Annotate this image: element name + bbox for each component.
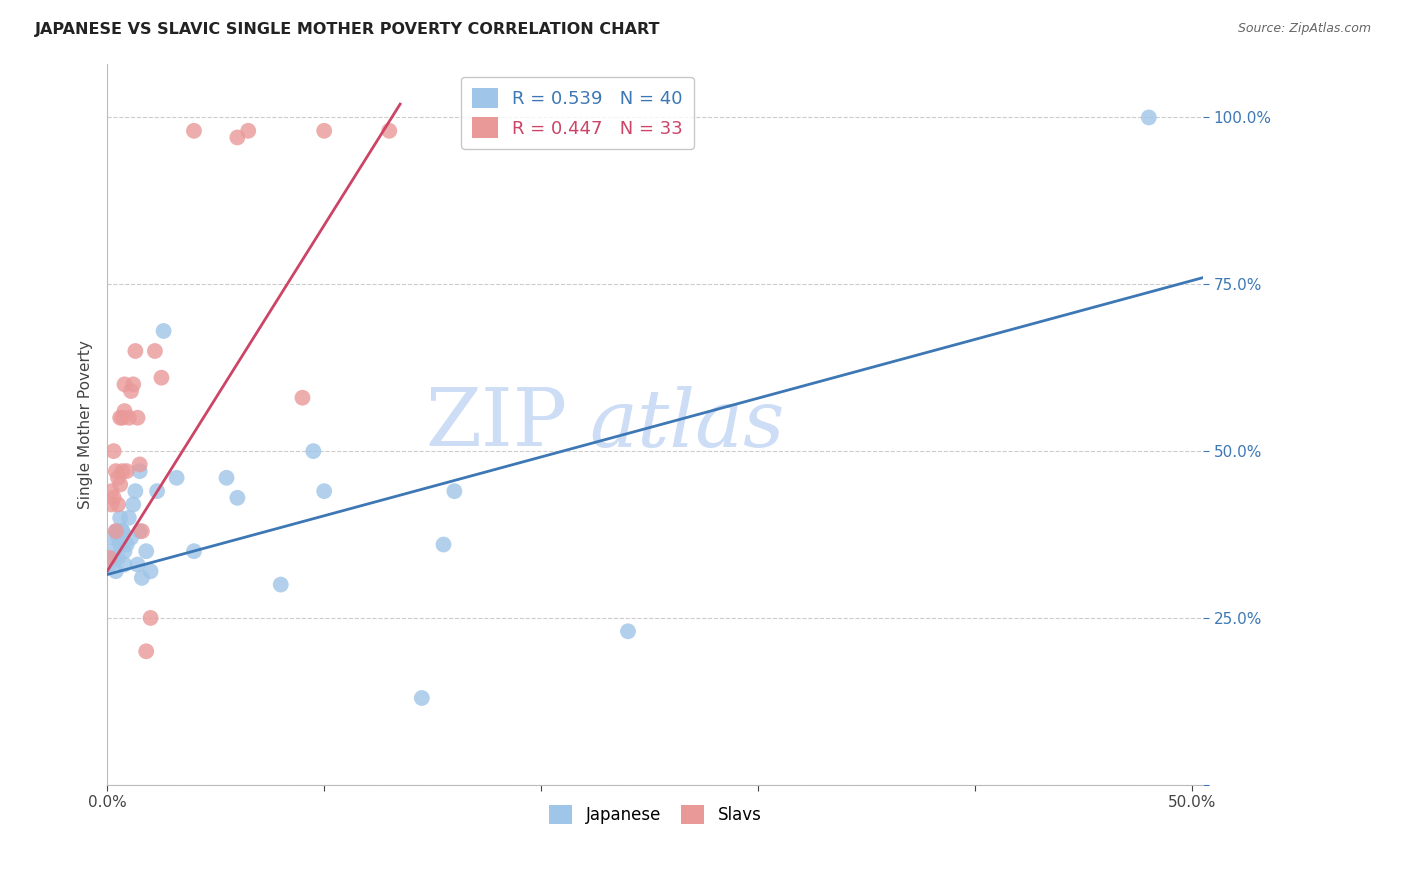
Point — [107, 498, 129, 512]
Point — [103, 444, 125, 458]
Point — [103, 531, 125, 545]
Point — [617, 624, 640, 639]
Text: JAPANESE VS SLAVIC SINGLE MOTHER POVERTY CORRELATION CHART: JAPANESE VS SLAVIC SINGLE MOTHER POVERTY… — [35, 22, 661, 37]
Point — [432, 537, 454, 551]
Point — [128, 458, 150, 472]
Point — [108, 537, 131, 551]
Point — [124, 344, 146, 359]
Point — [114, 404, 136, 418]
Point — [107, 531, 129, 545]
Point — [122, 377, 145, 392]
Point — [120, 531, 142, 545]
Point — [114, 544, 136, 558]
Point — [124, 484, 146, 499]
Point — [291, 391, 314, 405]
Point — [100, 544, 122, 558]
Point — [103, 491, 125, 505]
Point — [128, 524, 150, 538]
Point — [443, 484, 465, 499]
Point — [1137, 111, 1160, 125]
Point — [100, 498, 122, 512]
Point — [103, 550, 125, 565]
Text: ZIP: ZIP — [426, 385, 568, 464]
Point — [127, 410, 149, 425]
Point — [100, 484, 122, 499]
Point — [270, 577, 292, 591]
Point — [108, 410, 131, 425]
Point — [115, 464, 138, 478]
Point — [104, 464, 127, 478]
Point — [122, 498, 145, 512]
Point — [114, 558, 136, 572]
Point — [111, 524, 134, 538]
Point — [150, 370, 173, 384]
Point — [302, 444, 325, 458]
Point — [128, 464, 150, 478]
Point — [107, 471, 129, 485]
Point — [135, 544, 157, 558]
Point — [111, 464, 134, 478]
Point — [139, 564, 162, 578]
Point — [139, 611, 162, 625]
Point — [143, 344, 166, 359]
Point — [378, 124, 401, 138]
Text: atlas: atlas — [589, 385, 785, 463]
Point — [118, 410, 141, 425]
Point — [131, 571, 153, 585]
Point — [314, 484, 336, 499]
Point — [108, 511, 131, 525]
Point — [98, 550, 121, 565]
Y-axis label: Single Mother Poverty: Single Mother Poverty — [79, 340, 93, 508]
Point — [108, 477, 131, 491]
Point — [183, 124, 205, 138]
Point — [104, 564, 127, 578]
Point — [115, 537, 138, 551]
Point — [107, 550, 129, 565]
Point — [135, 644, 157, 658]
Text: Source: ZipAtlas.com: Source: ZipAtlas.com — [1237, 22, 1371, 36]
Point — [215, 471, 238, 485]
Point — [111, 524, 134, 538]
Point — [98, 558, 121, 572]
Point — [118, 511, 141, 525]
Point — [238, 124, 260, 138]
Point — [226, 130, 249, 145]
Point — [314, 124, 336, 138]
Point — [131, 524, 153, 538]
Point — [114, 377, 136, 392]
Point — [166, 471, 188, 485]
Point — [107, 524, 129, 538]
Point — [120, 384, 142, 398]
Point — [183, 544, 205, 558]
Point — [104, 524, 127, 538]
Point — [111, 410, 134, 425]
Point — [226, 491, 249, 505]
Point — [104, 524, 127, 538]
Point — [152, 324, 174, 338]
Point — [411, 691, 433, 706]
Point — [127, 558, 149, 572]
Legend: Japanese, Slavs: Japanese, Slavs — [543, 798, 768, 830]
Point — [146, 484, 169, 499]
